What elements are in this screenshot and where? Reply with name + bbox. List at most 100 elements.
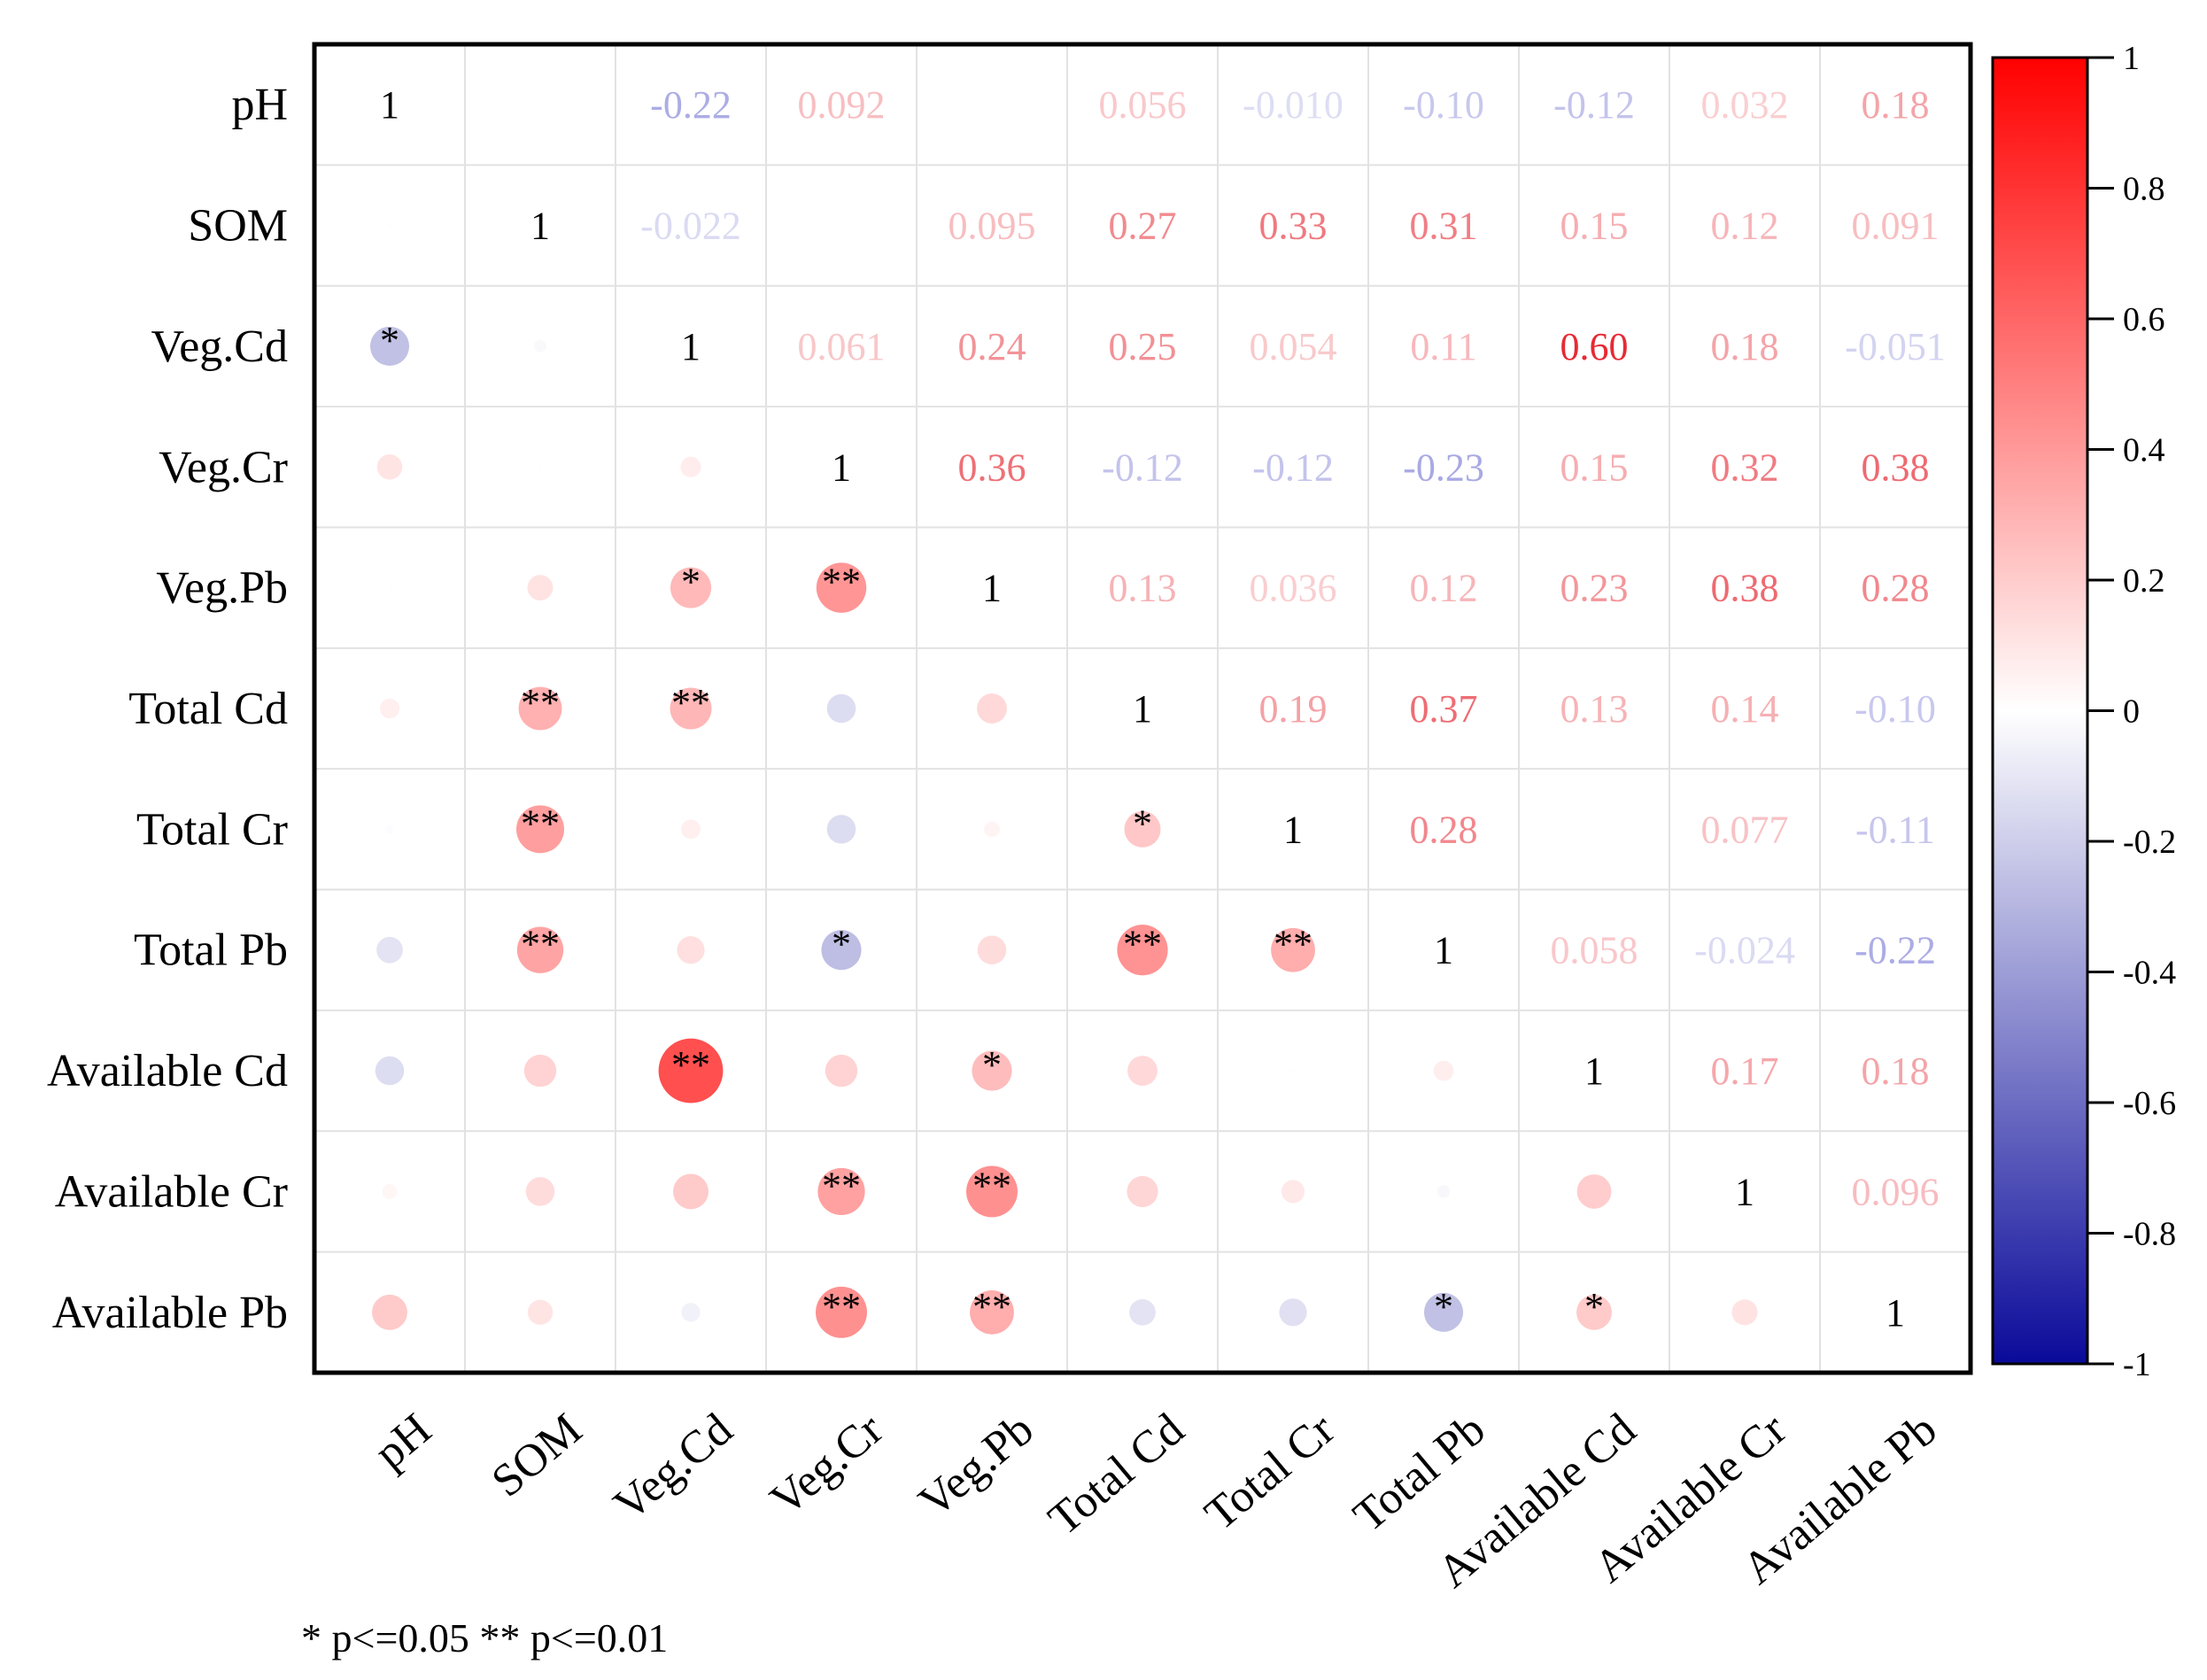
correlation-label: 0.37 (1410, 687, 1478, 731)
correlation-label: 0.036 (1250, 567, 1337, 610)
correlation-circle (826, 815, 856, 844)
row-label: Veg.Cd (151, 321, 288, 372)
correlation-label: -0.10 (1403, 83, 1484, 127)
correlation-circle (369, 326, 410, 366)
significance-star: * (1434, 1285, 1453, 1328)
correlation-label: 0.14 (1711, 687, 1779, 731)
correlation-label: -0.12 (1252, 445, 1334, 489)
colorbar-gradient (1991, 56, 2089, 1366)
correlation-label: -0.12 (1102, 445, 1183, 489)
correlation-label: -0.010 (1243, 83, 1344, 127)
correlation-label: -0.022 (640, 205, 741, 248)
diagonal-label: 1 (982, 567, 1002, 610)
plot-frame (312, 42, 1973, 1375)
correlation-circle (826, 693, 856, 724)
row-label: Available Pb (52, 1288, 288, 1338)
significance-star: ** (1274, 923, 1313, 966)
row-label: SOM (188, 201, 288, 252)
diagonal-label: 1 (1133, 687, 1152, 731)
correlation-circle (825, 1054, 858, 1088)
correlation-circle (1127, 1056, 1158, 1087)
diagonal-label: 1 (1886, 1291, 1905, 1335)
colorbar-tick-label: -1 (2123, 1346, 2151, 1383)
colorbar-tick-label: 0.6 (2123, 301, 2165, 338)
diagonal-label: 1 (1735, 1170, 1754, 1213)
correlation-circle (516, 805, 564, 854)
correlation-circle (680, 456, 701, 477)
correlation-label: -0.22 (1855, 929, 1936, 972)
correlation-circle (1290, 1068, 1296, 1074)
correlation-label: 0.11 (1410, 325, 1476, 368)
correlation-label: 0.18 (1711, 325, 1779, 368)
correlation-circle (966, 1165, 1018, 1218)
colorbar-tick-label: -0.8 (2123, 1216, 2176, 1253)
correlation-circle (984, 821, 1000, 838)
correlation-circle (1271, 927, 1315, 972)
correlation-circle (1127, 1175, 1158, 1208)
significance-star: ** (521, 681, 560, 724)
correlation-circle (1279, 1298, 1307, 1327)
correlation-circle (1423, 1292, 1464, 1332)
column-label: Veg.Cr (761, 1404, 892, 1525)
correlation-label: 0.25 (1109, 325, 1177, 368)
correlation-label: -0.23 (1403, 445, 1484, 489)
correlation-label: 0.38 (1862, 445, 1930, 489)
diagonal-label: 1 (832, 445, 851, 489)
correlation-label: 0.13 (1109, 567, 1177, 610)
row-label: Total Cr (136, 804, 288, 855)
significance-star: * (681, 561, 701, 604)
diagonal-label: 1 (681, 325, 701, 368)
correlation-label: 0.054 (1250, 325, 1337, 368)
row-label: Veg.Cr (159, 442, 288, 492)
correlation-circle (1281, 1180, 1305, 1204)
correlation-circle (681, 1303, 701, 1322)
correlation-label: 0.061 (798, 325, 886, 368)
correlation-label: -0.11 (1855, 808, 1935, 851)
correlation-label: 0.31 (1410, 205, 1478, 248)
correlation-label: 0.23 (1560, 567, 1629, 610)
significance-star: * (1584, 1285, 1604, 1328)
significance-star: ** (822, 1285, 861, 1328)
correlation-circle (382, 1184, 398, 1199)
correlation-circle (386, 222, 393, 228)
colorbar: 1 0.8 0.6 0.4 0.2 0 -0.2 -0.4 -0.6 -0.8 -1 (1991, 40, 2176, 1383)
colorbar-tick-label: -0.4 (2123, 955, 2176, 992)
correlation-label: 0.19 (1259, 687, 1328, 731)
correlation-label: 0.13 (1560, 687, 1629, 731)
colorbar-ticks: 1 0.8 0.6 0.4 0.2 0 -0.2 -0.4 -0.6 -0.8 -1 (2087, 40, 2176, 1383)
colorbar-tick-label: -0.2 (2123, 824, 2176, 861)
correlation-circle (1436, 1185, 1451, 1198)
matrix-marks: 1 -0.22 0.092 0.056 -0.010 -0.10 -0.12 0.032 0.1… (369, 83, 1946, 1338)
grid-lines (314, 44, 1971, 1373)
significance-star: ** (822, 561, 861, 604)
correlation-label: 0.058 (1551, 929, 1638, 972)
correlation-circle (534, 339, 546, 352)
colorbar-tick-label: 0 (2123, 693, 2140, 731)
correlation-circle (970, 1289, 1014, 1335)
correlation-circle (1433, 1060, 1454, 1081)
correlation-label: 0.27 (1109, 205, 1177, 248)
correlation-label: 0.12 (1410, 567, 1478, 610)
colorbar-tick-label: 0.4 (2123, 432, 2165, 469)
correlation-circle (375, 1056, 405, 1086)
significance-star: ** (972, 1285, 1011, 1328)
correlation-circle (670, 687, 712, 730)
correlation-label: 0.36 (958, 445, 1026, 489)
significance-star: ** (521, 923, 560, 966)
diagonal-label: 1 (1584, 1049, 1604, 1093)
correlation-label: -0.024 (1694, 929, 1795, 972)
correlation-label: 0.28 (1410, 808, 1478, 851)
correlation-label: 0.15 (1560, 205, 1629, 248)
significance-star: * (380, 319, 399, 362)
correlation-label: -0.051 (1845, 325, 1946, 368)
correlation-label: 0.032 (1701, 83, 1789, 127)
correlation-circle (372, 1294, 407, 1330)
correlation-label: 0.096 (1852, 1170, 1940, 1213)
diagonal-label: 1 (1434, 929, 1453, 972)
correlation-circle (821, 930, 862, 971)
correlation-circle (972, 1050, 1012, 1091)
correlation-circle (1576, 1174, 1612, 1209)
correlation-circle (376, 454, 403, 480)
correlation-circle (1117, 925, 1168, 976)
